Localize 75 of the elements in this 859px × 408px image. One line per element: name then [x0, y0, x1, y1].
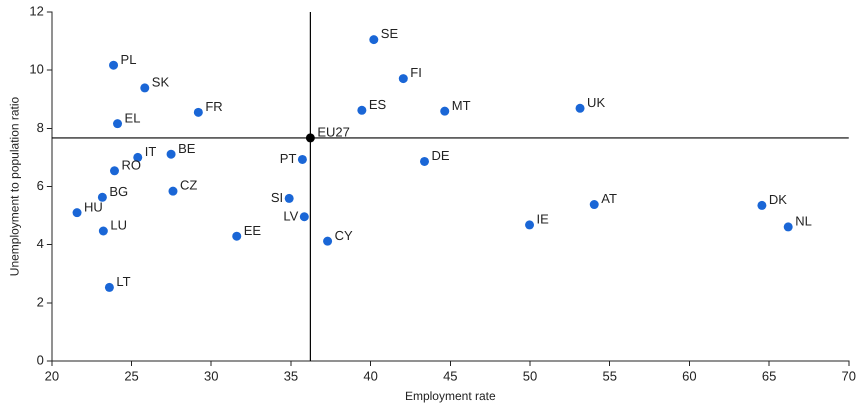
- annotation: LU: [110, 218, 127, 233]
- y-tick-label: 8: [36, 120, 44, 135]
- y-tick-label: 2: [36, 294, 44, 310]
- annotation: LV: [283, 208, 299, 224]
- annotation: IE: [536, 211, 550, 226]
- point: [140, 83, 150, 92]
- x-tick-label: 50: [522, 368, 538, 384]
- y-axis-title: Unemployment to population ratio: [8, 96, 22, 276]
- annotation: BE: [178, 140, 196, 156]
- x-axis-title: Employment rate: [404, 389, 496, 404]
- point: [440, 106, 450, 116]
- x-tick-label: 70: [842, 368, 856, 384]
- annotation: SK: [152, 74, 170, 90]
- annotation: CZ: [180, 178, 198, 193]
- annotation: DE: [431, 148, 450, 164]
- point: [300, 212, 309, 222]
- annotation: PT: [280, 151, 296, 166]
- point: [576, 104, 585, 113]
- annotation: FR: [205, 98, 223, 114]
- point: [113, 119, 122, 128]
- annotation: ES: [368, 96, 387, 112]
- point: [757, 200, 766, 210]
- point: [323, 236, 332, 246]
- x-tick-label: 40: [363, 368, 378, 384]
- point: [284, 194, 294, 203]
- annotation: CY: [334, 228, 353, 243]
- annotation: BG: [109, 184, 128, 199]
- annotation: HU: [84, 199, 103, 214]
- y-tick-label: 0: [36, 352, 44, 368]
- y-tick-label: 12: [29, 4, 44, 19]
- annotation: MT: [452, 98, 471, 113]
- point: [166, 150, 176, 159]
- x-tick-label: 60: [682, 368, 697, 384]
- annotation: FI: [410, 65, 422, 80]
- x-tick-label: 20: [44, 368, 60, 384]
- x-tick-label: 35: [284, 368, 298, 384]
- x-tick-label: 45: [443, 368, 458, 384]
- annotation: EE: [244, 222, 262, 238]
- x-tick-label: 25: [124, 368, 139, 384]
- annotation: RO: [121, 157, 141, 172]
- point: [98, 192, 107, 202]
- point: [369, 35, 378, 44]
- point: [194, 108, 203, 117]
- point: [104, 282, 114, 292]
- point: [232, 232, 242, 241]
- annotation: AT: [601, 191, 617, 206]
- point: [784, 222, 793, 232]
- point: [110, 166, 119, 176]
- y-tick-label: 10: [29, 62, 44, 77]
- x-tick-label: 55: [602, 368, 617, 384]
- y-tick-label: 4: [36, 236, 44, 252]
- annotation: PL: [120, 52, 136, 67]
- point: [72, 208, 82, 218]
- x-tick-label: 65: [762, 368, 776, 384]
- annotation: SE: [380, 26, 398, 42]
- point: [98, 226, 108, 236]
- point: [168, 186, 178, 196]
- annotation: IT: [144, 144, 156, 159]
- x-tick-label: 30: [204, 368, 218, 384]
- point: [306, 133, 315, 142]
- point: [357, 106, 366, 115]
- annotation: LT: [116, 274, 131, 289]
- annotation: DK: [768, 192, 788, 207]
- annotation: UK: [587, 94, 606, 110]
- annotation: EU27: [317, 124, 350, 140]
- point: [420, 156, 429, 166]
- annotation: SI: [270, 190, 284, 205]
- point: [525, 220, 534, 230]
- point: [590, 200, 599, 210]
- point: [398, 74, 408, 84]
- annotation: EL: [124, 110, 140, 126]
- point: [298, 154, 307, 164]
- point: [109, 60, 118, 70]
- annotation: NL: [795, 214, 812, 229]
- y-tick-label: 6: [36, 178, 44, 194]
